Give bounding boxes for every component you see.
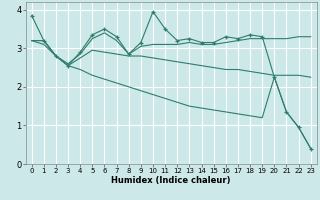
X-axis label: Humidex (Indice chaleur): Humidex (Indice chaleur) xyxy=(111,176,231,185)
